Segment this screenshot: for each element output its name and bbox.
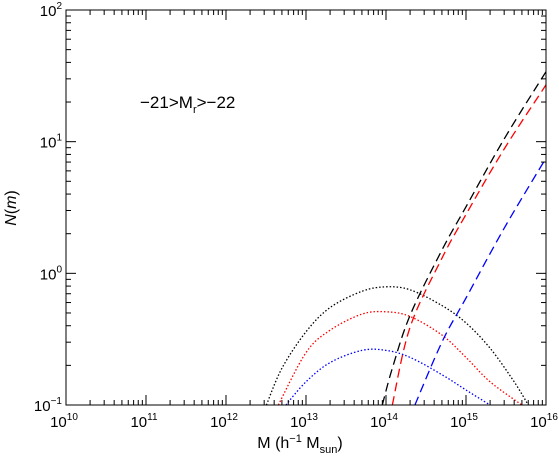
x-tick-label: 1013: [290, 412, 318, 431]
x-tick-label: 1014: [370, 412, 398, 431]
curves-layer: [265, 71, 546, 405]
series-1-dotted-line: [277, 310, 523, 405]
series-0-dotted-line: [265, 286, 529, 405]
ticks-layer: [65, 9, 547, 406]
x-tick-label: 1016: [530, 412, 558, 431]
series-3-dashed-line: [381, 71, 546, 405]
x-tick-label: 1010: [50, 412, 78, 431]
y-axis-label: N(m): [3, 190, 20, 226]
y-tick-label: 10−1: [34, 396, 63, 415]
x-tick-label: 1011: [130, 412, 158, 431]
series-5-dashed-line: [414, 157, 546, 405]
series-2-dotted-line: [285, 348, 492, 405]
labels-layer: 1010 1011 1012 1013 1014 1015 1016 10−1 100 101 10…: [34, 1, 558, 431]
series-4-dashed-line: [391, 84, 546, 405]
y-tick-label: 101: [40, 133, 63, 152]
x-tick-label: 1015: [450, 412, 478, 431]
plot-frame: [65, 9, 547, 406]
magnitude-annotation: −21>Mr>−22: [140, 93, 235, 116]
y-tick-label: 102: [40, 1, 63, 20]
y-tick-label: 100: [40, 264, 63, 283]
x-axis-label: M (h−1 Msun): [257, 433, 342, 456]
x-tick-label: 1012: [210, 412, 238, 431]
